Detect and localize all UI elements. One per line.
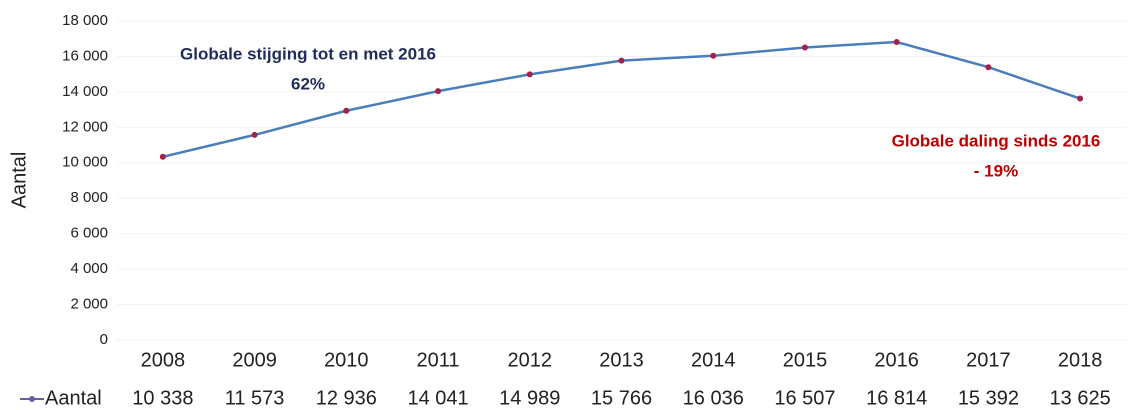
x-tick-label: 2010 bbox=[324, 349, 369, 371]
x-tick-label: 2013 bbox=[599, 349, 644, 371]
x-tick-label: 2016 bbox=[874, 349, 919, 371]
x-tick-label: 2008 bbox=[141, 349, 186, 371]
table-value: 14 989 bbox=[499, 387, 560, 409]
table-value: 15 766 bbox=[591, 387, 652, 409]
x-tick-label: 2011 bbox=[417, 349, 460, 371]
y-tick-label: 18 000 bbox=[62, 12, 108, 29]
x-tick-label: 2015 bbox=[783, 349, 828, 371]
x-tick-label: 2018 bbox=[1058, 349, 1103, 371]
table-value: 14 041 bbox=[407, 387, 468, 409]
y-tick-label: 6 000 bbox=[70, 225, 108, 242]
data-point bbox=[526, 71, 533, 78]
y-tick-label: 4 000 bbox=[70, 260, 108, 277]
data-point bbox=[801, 44, 808, 51]
annotation: Globale daling sinds 2016 bbox=[892, 131, 1101, 150]
y-tick-label: 12 000 bbox=[62, 118, 108, 135]
data-point bbox=[618, 57, 625, 64]
table-value: 10 338 bbox=[132, 387, 193, 409]
x-tick-label: 2009 bbox=[232, 349, 277, 371]
table-value: 13 625 bbox=[1050, 387, 1111, 409]
data-point bbox=[343, 107, 350, 114]
y-tick-label: 0 bbox=[100, 331, 108, 348]
data-point bbox=[985, 64, 992, 71]
data-point bbox=[251, 131, 258, 138]
y-axis-label: Aantal bbox=[8, 152, 30, 209]
annotation: - 19% bbox=[974, 161, 1018, 180]
legend-marker bbox=[29, 396, 35, 402]
table-value: 15 392 bbox=[958, 387, 1019, 409]
table-value: 16 036 bbox=[683, 387, 744, 409]
data-point bbox=[893, 39, 900, 46]
annotation: Globale stijging tot en met 2016 bbox=[180, 44, 436, 63]
table-value: 16 507 bbox=[774, 387, 835, 409]
table-value: 11 573 bbox=[225, 387, 285, 409]
data-point bbox=[1077, 95, 1084, 102]
x-tick-label: 2012 bbox=[508, 349, 553, 371]
annotation: 62% bbox=[291, 74, 325, 93]
y-tick-label: 2 000 bbox=[70, 296, 108, 313]
y-tick-label: 16 000 bbox=[62, 47, 108, 64]
legend-label: Aantal bbox=[45, 387, 102, 409]
y-tick-label: 10 000 bbox=[62, 154, 108, 171]
table-value: 12 936 bbox=[316, 387, 377, 409]
table-value: 16 814 bbox=[866, 387, 927, 409]
data-point bbox=[435, 88, 442, 95]
y-tick-label: 14 000 bbox=[62, 83, 108, 100]
data-point bbox=[710, 52, 717, 59]
data-point bbox=[159, 153, 166, 160]
x-tick-label: 2017 bbox=[966, 349, 1011, 371]
x-tick-label: 2014 bbox=[691, 349, 736, 371]
y-tick-label: 8 000 bbox=[70, 189, 108, 206]
